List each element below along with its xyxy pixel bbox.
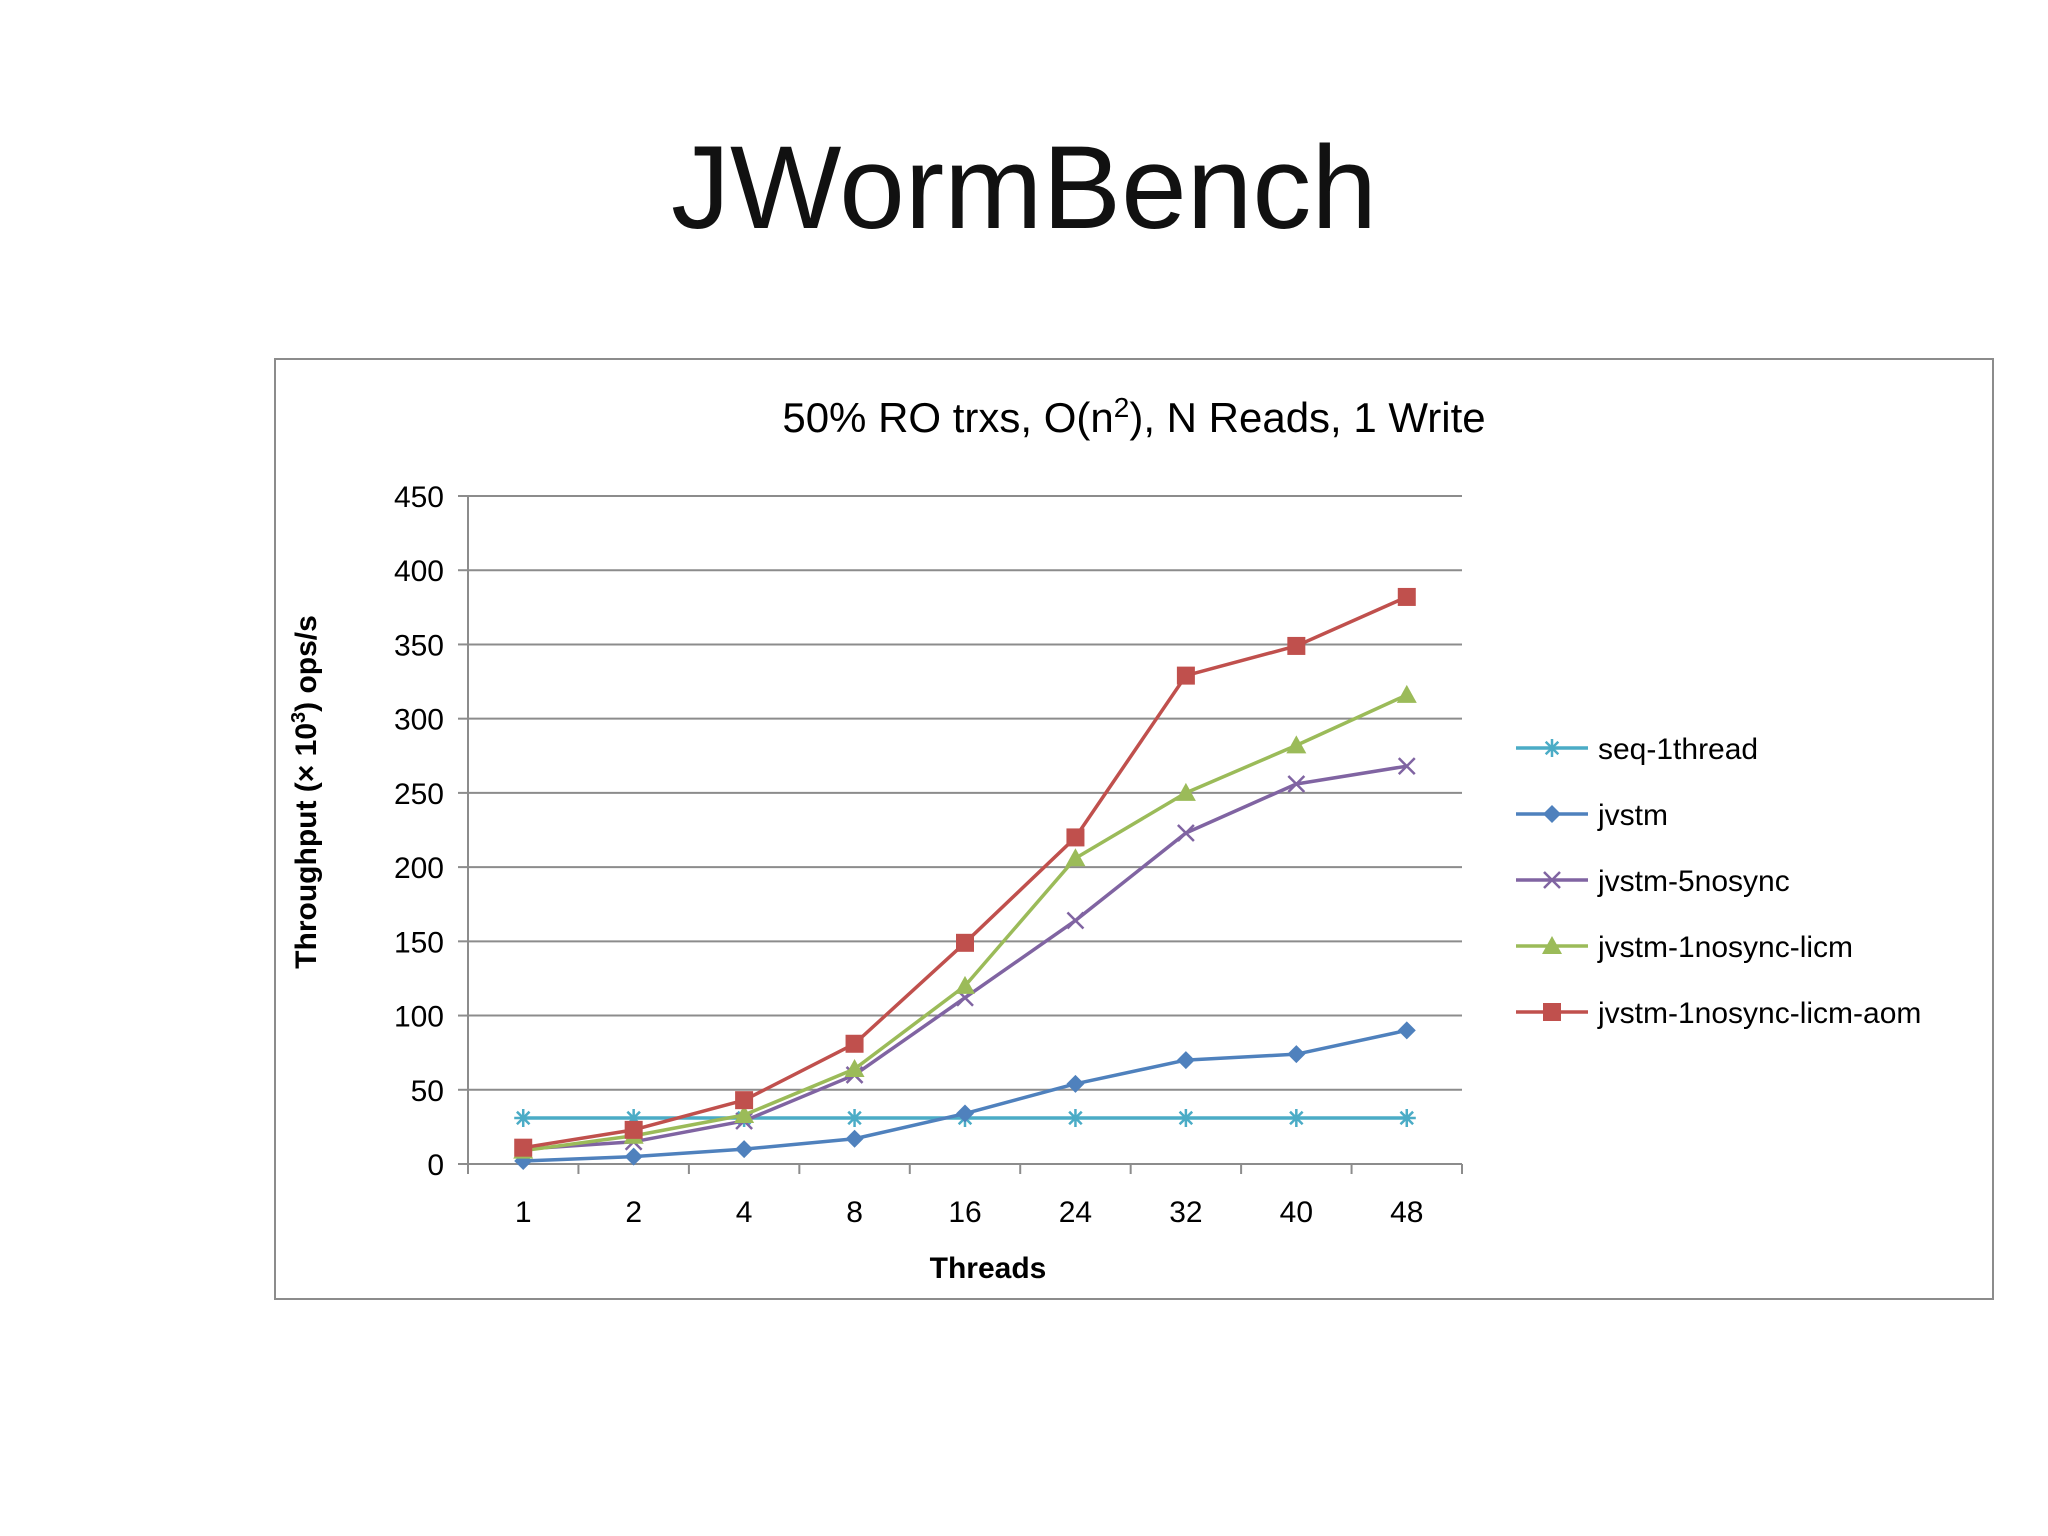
legend-item: jvstm-5nosync — [1516, 865, 1790, 898]
slide-title: JWormBench — [670, 122, 1378, 254]
series-jvstm — [514, 1021, 1416, 1171]
data-point — [734, 1105, 755, 1124]
legend-label: jvstm-1nosync-licm-aom — [1597, 997, 1921, 1030]
data-point — [735, 1140, 754, 1159]
legend-label: jvstm-1nosync-licm — [1597, 931, 1853, 964]
series-line — [522, 693, 1408, 1153]
y-tick-label: 0 — [427, 1149, 444, 1182]
legend-marker — [1543, 871, 1561, 889]
gridlines — [468, 495, 1462, 1091]
data-point — [514, 1108, 533, 1127]
legend-marker — [1542, 936, 1562, 954]
data-point — [1176, 1051, 1195, 1070]
data-point — [1066, 828, 1085, 847]
legend-label: seq-1thread — [1598, 733, 1758, 766]
x-tick-label: 4 — [736, 1196, 753, 1229]
data-point — [956, 1104, 974, 1123]
data-point — [1397, 1021, 1416, 1040]
data-point — [624, 1120, 643, 1139]
data-point — [624, 1147, 643, 1166]
legend-item: jvstm — [1516, 799, 1668, 832]
data-point — [1066, 911, 1085, 930]
chart-frame: 50% RO trxs, O(n2), N Reads, 1 Write Thr… — [274, 358, 1994, 1300]
y-tick-label: 100 — [394, 1001, 444, 1034]
series-jvstm-5nosync — [514, 757, 1416, 1159]
x-tick-label: 48 — [1390, 1196, 1423, 1229]
data-point — [735, 1091, 754, 1110]
data-point — [1066, 1108, 1085, 1127]
y-tick-label: 350 — [394, 629, 444, 662]
y-tick-label: 400 — [394, 555, 444, 588]
data-point — [1287, 775, 1306, 793]
data-point — [624, 1108, 643, 1127]
y-tick-label: 200 — [394, 852, 444, 885]
series-jvstm-1nosync-licm-aom — [514, 587, 1416, 1157]
series-line — [523, 764, 1408, 1151]
series-lines — [513, 587, 1417, 1171]
series-jvstm-1nosync-licm — [513, 684, 1417, 1159]
data-point — [1287, 1045, 1306, 1064]
chart-title: 50% RO trxs, O(n2), N Reads, 1 Write — [782, 392, 1485, 442]
data-point — [955, 975, 975, 994]
legend-item: jvstm-1nosync-licm — [1516, 931, 1853, 964]
data-point — [1287, 636, 1306, 655]
x-tick-label: 1 — [515, 1196, 532, 1229]
y-tick-label: 250 — [394, 778, 444, 811]
data-point — [1397, 1108, 1416, 1127]
y-tick-label: 50 — [411, 1075, 444, 1108]
legend-label: jvstm — [1597, 799, 1668, 832]
x-tick-label: 24 — [1059, 1196, 1092, 1229]
data-point — [1066, 1074, 1085, 1093]
legend-item: seq-1thread — [1516, 733, 1758, 766]
legend-marker — [1543, 805, 1561, 823]
series-line — [522, 595, 1408, 1150]
data-point — [1176, 666, 1195, 685]
data-point — [514, 1138, 533, 1157]
data-point — [845, 1108, 864, 1127]
series-line — [523, 1028, 1408, 1163]
y-tick-label: 450 — [394, 481, 444, 514]
data-point — [1396, 684, 1417, 703]
y-tick-label: 300 — [394, 704, 444, 737]
legend-label: jvstm-5nosync — [1597, 865, 1790, 898]
data-point — [844, 1058, 865, 1077]
y-axis-label: Throughput (× 103) ops/s — [288, 615, 323, 969]
line-chart: 50% RO trxs, O(n2), N Reads, 1 Write Thr… — [288, 392, 1921, 1286]
legend: seq-1thread jvstm jvstm-5nosync jvstm-1nosy… — [1516, 733, 1921, 1030]
data-point — [1176, 1108, 1195, 1127]
data-point — [1177, 824, 1195, 842]
x-tick-label: 2 — [625, 1196, 642, 1229]
x-axis-label: Threads — [930, 1252, 1047, 1285]
data-point — [845, 1129, 864, 1148]
legend-item: jvstm-1nosync-licm-aom — [1516, 997, 1921, 1030]
data-point — [956, 933, 974, 952]
x-tick-label: 8 — [846, 1196, 863, 1229]
data-point — [1397, 587, 1416, 606]
x-tick-label: 32 — [1169, 1196, 1202, 1229]
x-tick-label: 16 — [948, 1196, 981, 1229]
data-point — [845, 1034, 864, 1053]
data-point — [1175, 782, 1196, 801]
data-point — [1065, 848, 1086, 867]
data-point — [1397, 757, 1416, 776]
data-point — [1287, 1108, 1306, 1127]
x-tick-label: 40 — [1280, 1196, 1313, 1229]
legend-marker — [1543, 1003, 1561, 1021]
data-point — [1286, 735, 1307, 754]
legend-marker — [1543, 739, 1561, 757]
y-tick-label: 150 — [394, 926, 444, 959]
